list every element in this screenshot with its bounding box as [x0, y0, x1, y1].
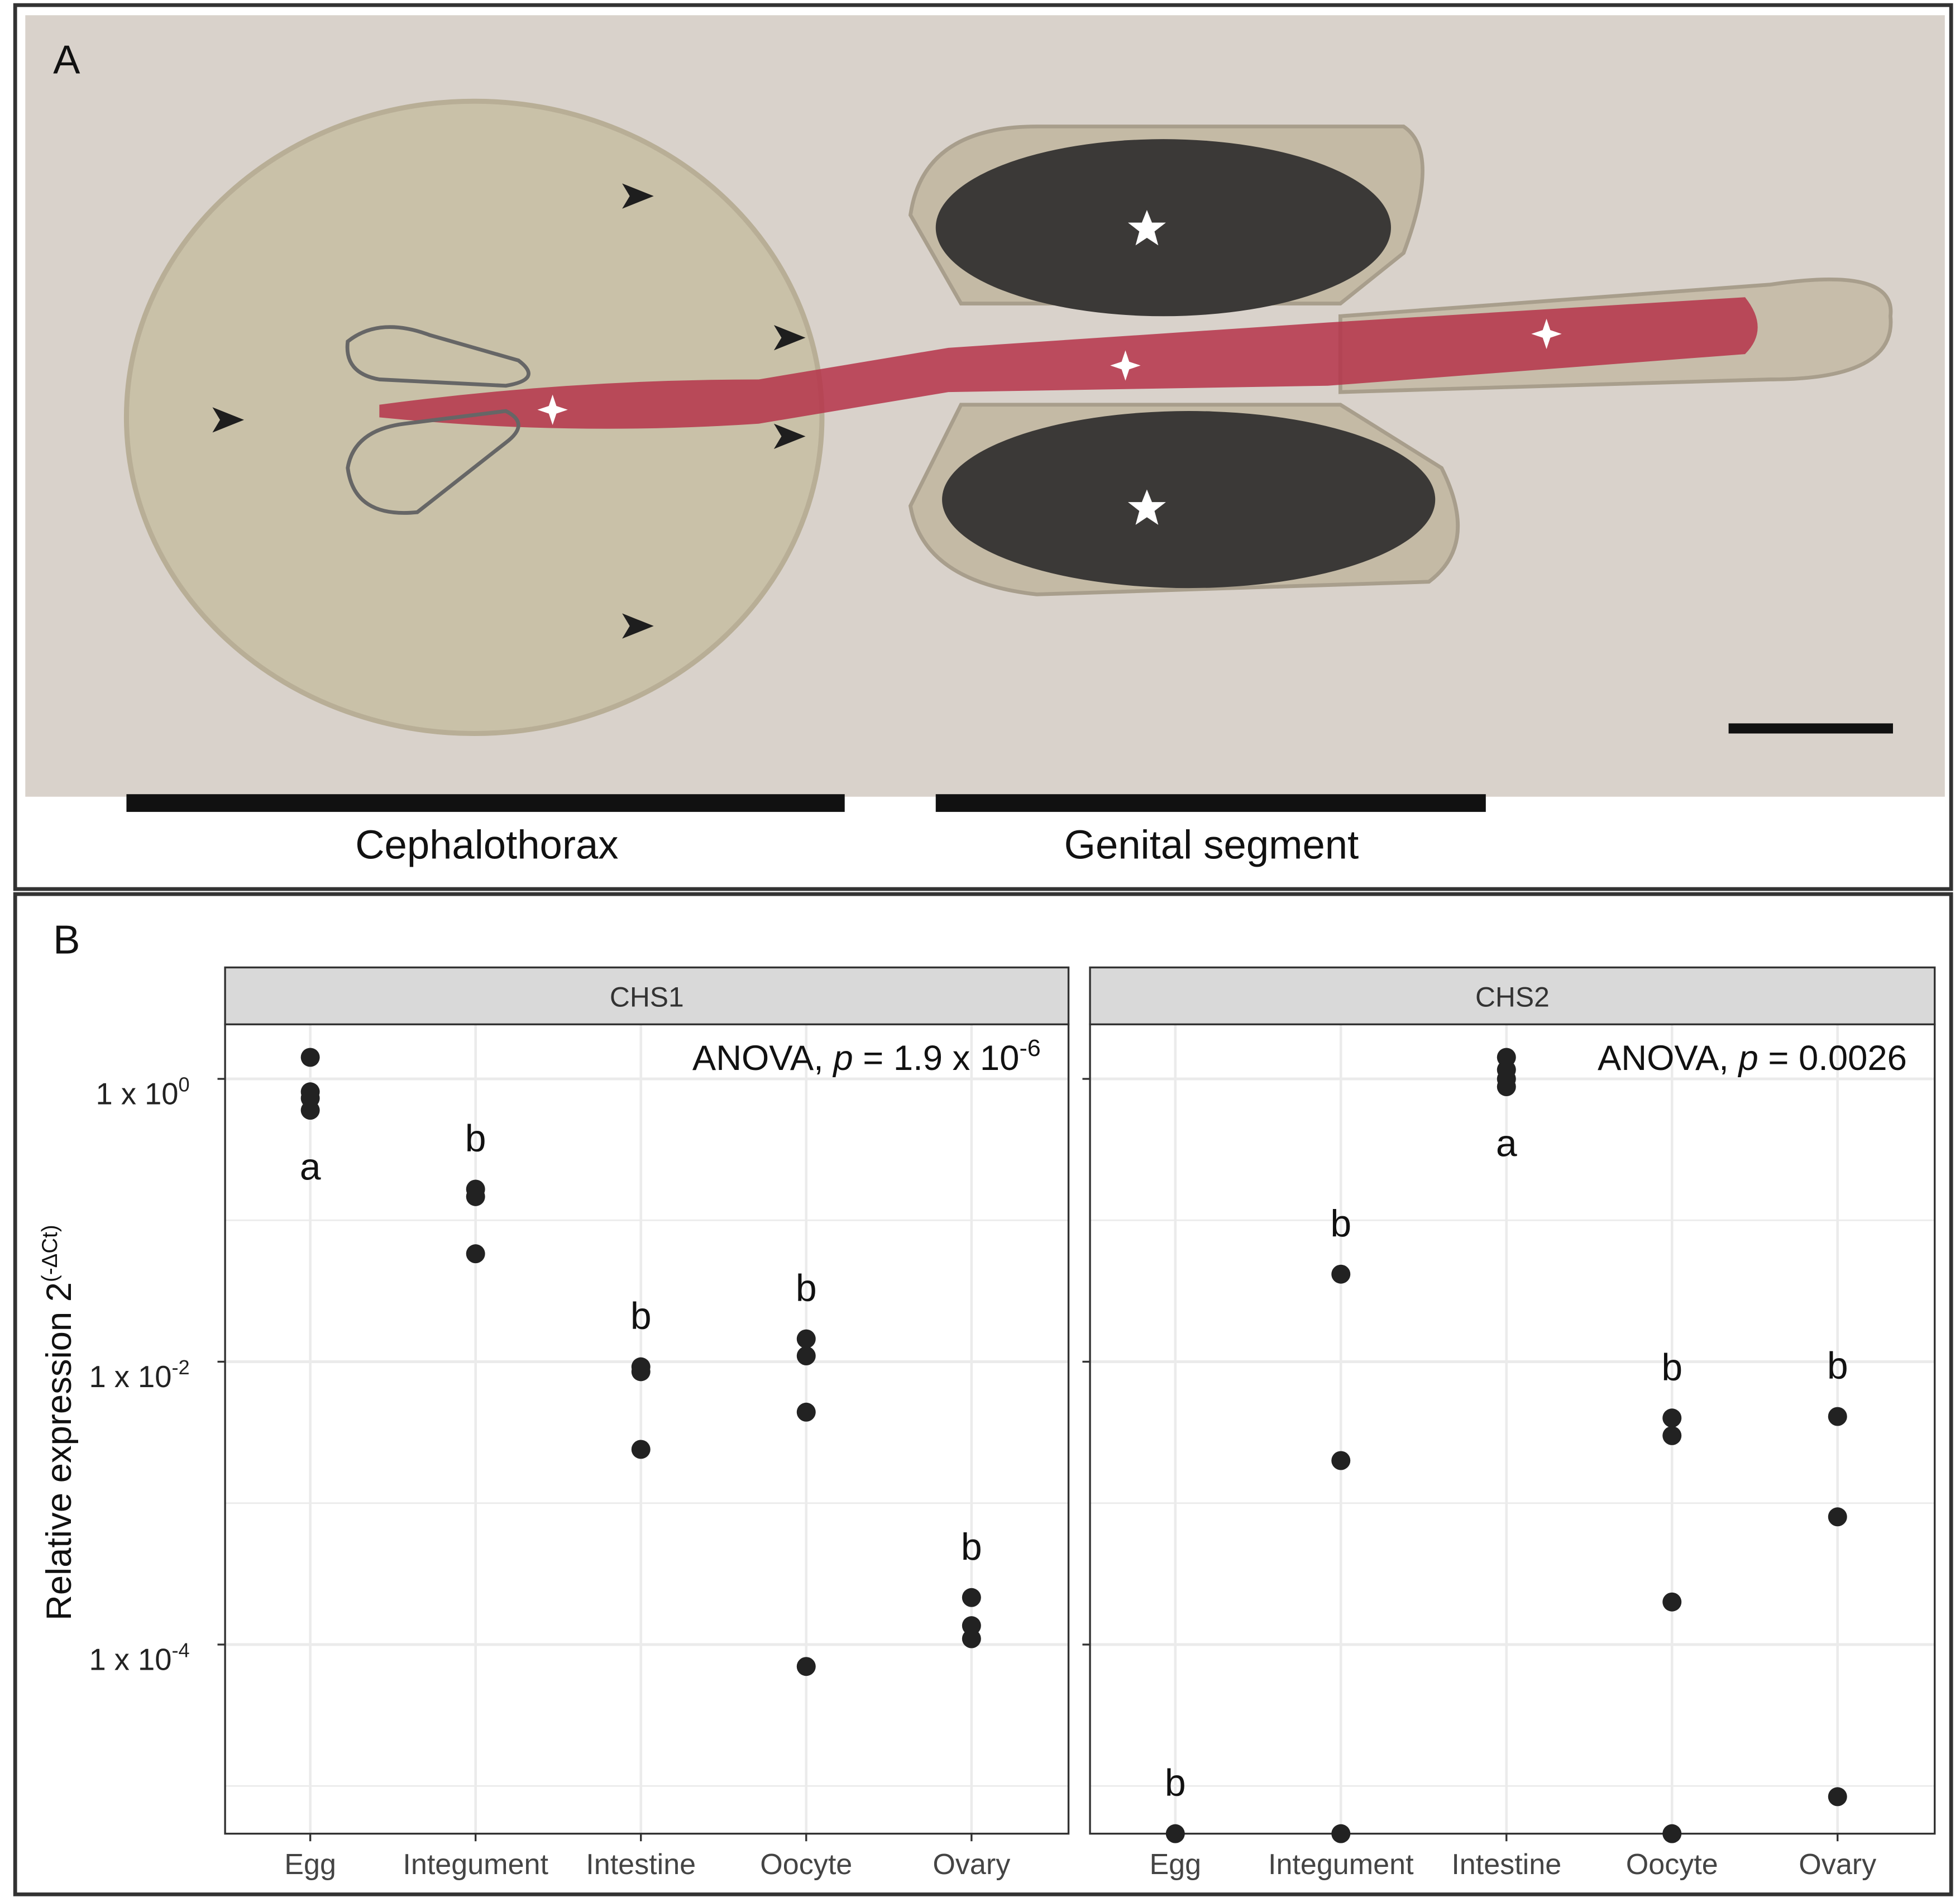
significance-letter: a	[1496, 1123, 1517, 1165]
point	[1331, 1451, 1351, 1470]
segment-label: Genital segment	[1064, 823, 1359, 868]
annotation: ANOVA, p = 0.0026	[1598, 1039, 1907, 1078]
point	[796, 1329, 816, 1349]
y-tick-label: 1 x 10-4	[89, 1639, 189, 1677]
point	[300, 1048, 320, 1067]
point	[962, 1588, 981, 1607]
egg-mass	[935, 139, 1391, 317]
outline	[345, 325, 530, 388]
facet-strip	[1089, 966, 1936, 1026]
annotation-text: ANOVA,	[1598, 1039, 1738, 1078]
point	[1497, 1077, 1516, 1097]
point	[1828, 1507, 1847, 1527]
significance-letter: b	[1661, 1346, 1682, 1388]
significance-letter: b	[1165, 1762, 1186, 1804]
y-axis-label-exponent: (-ΔCt)	[38, 1225, 62, 1282]
y-tick-label-exponent: -2	[171, 1356, 189, 1379]
significance-letter: b	[796, 1268, 817, 1310]
x-tick-label: Integument	[403, 1848, 548, 1881]
annotation-p: p	[832, 1039, 853, 1078]
point	[1331, 1264, 1351, 1284]
point	[1662, 1824, 1682, 1843]
plot-area	[225, 1024, 1069, 1834]
significance-letter: b	[1330, 1203, 1351, 1245]
segment-bar	[126, 794, 845, 812]
significance-letter: b	[465, 1118, 486, 1160]
point	[300, 1101, 320, 1120]
point	[1662, 1592, 1682, 1612]
y-tick-label-exponent: -4	[171, 1639, 189, 1662]
facet-title: CHS1	[610, 982, 684, 1013]
y-tick-label-base: 1 x 10	[96, 1077, 179, 1111]
y-tick-label-base: 1 x 10	[89, 1360, 171, 1394]
point	[796, 1657, 816, 1676]
annotation-text: = 0.0026	[1758, 1039, 1907, 1078]
scale-bar	[1728, 723, 1893, 734]
segment-bar	[935, 794, 1486, 812]
annotation-text: ANOVA,	[692, 1039, 833, 1078]
point	[1662, 1408, 1682, 1428]
point	[796, 1402, 816, 1422]
annotation: ANOVA, p = 1.9 x 10-6	[692, 1035, 1041, 1078]
panel-a-border	[13, 3, 1953, 891]
plot-area	[1090, 1024, 1935, 1834]
x-tick-label: Egg	[284, 1848, 336, 1881]
significance-letter: b	[630, 1296, 652, 1337]
segment-label: Cephalothorax	[355, 823, 618, 868]
panel-label: A	[53, 37, 80, 82]
x-tick-label: Oocyte	[760, 1848, 852, 1881]
point	[631, 1362, 651, 1382]
y-tick-label-exponent: 0	[179, 1073, 190, 1096]
panel-b-border	[13, 892, 1953, 1896]
x-tick-label: Intestine	[586, 1848, 696, 1881]
y-tick-label: 1 x 100	[96, 1073, 190, 1111]
facet-strip	[224, 966, 1070, 1026]
point	[1828, 1787, 1847, 1807]
point	[1828, 1407, 1847, 1426]
y-axis-label-text: Relative expression 2	[40, 1282, 79, 1621]
point	[631, 1440, 651, 1459]
point	[1165, 1824, 1185, 1843]
annotation-exponent: -6	[1019, 1035, 1040, 1062]
significance-letter: a	[300, 1146, 321, 1188]
point	[1662, 1426, 1682, 1445]
x-tick-label: Ovary	[933, 1848, 1010, 1881]
y-tick-label-base: 1 x 10	[89, 1642, 171, 1676]
arrowheads	[212, 183, 806, 639]
point	[466, 1244, 485, 1264]
x-tick-label: Intestine	[1451, 1848, 1561, 1881]
point	[1331, 1824, 1351, 1843]
x-tick-label: Oocyte	[1626, 1848, 1718, 1881]
x-tick-label: Integument	[1268, 1848, 1414, 1881]
point	[962, 1616, 981, 1636]
intestine	[379, 297, 1758, 429]
photo	[25, 15, 1945, 797]
y-axis-label: Relative expression 2(-ΔCt)	[38, 1225, 79, 1621]
stars	[537, 209, 1562, 525]
facet-title: CHS2	[1475, 982, 1550, 1013]
annotation-p: p	[1737, 1039, 1758, 1078]
outline	[346, 409, 520, 515]
point	[962, 1629, 981, 1648]
y-tick-label: 1 x 10-2	[89, 1356, 189, 1394]
panel-label: B	[53, 917, 80, 963]
x-tick-label: Ovary	[1799, 1848, 1876, 1881]
point	[796, 1346, 816, 1365]
x-tick-label: Egg	[1149, 1848, 1201, 1881]
significance-letter: b	[1827, 1345, 1848, 1387]
egg-mass	[942, 411, 1436, 589]
annotation-text: = 1.9 x 10	[853, 1039, 1020, 1078]
significance-letter: b	[961, 1526, 982, 1568]
point	[466, 1187, 485, 1206]
